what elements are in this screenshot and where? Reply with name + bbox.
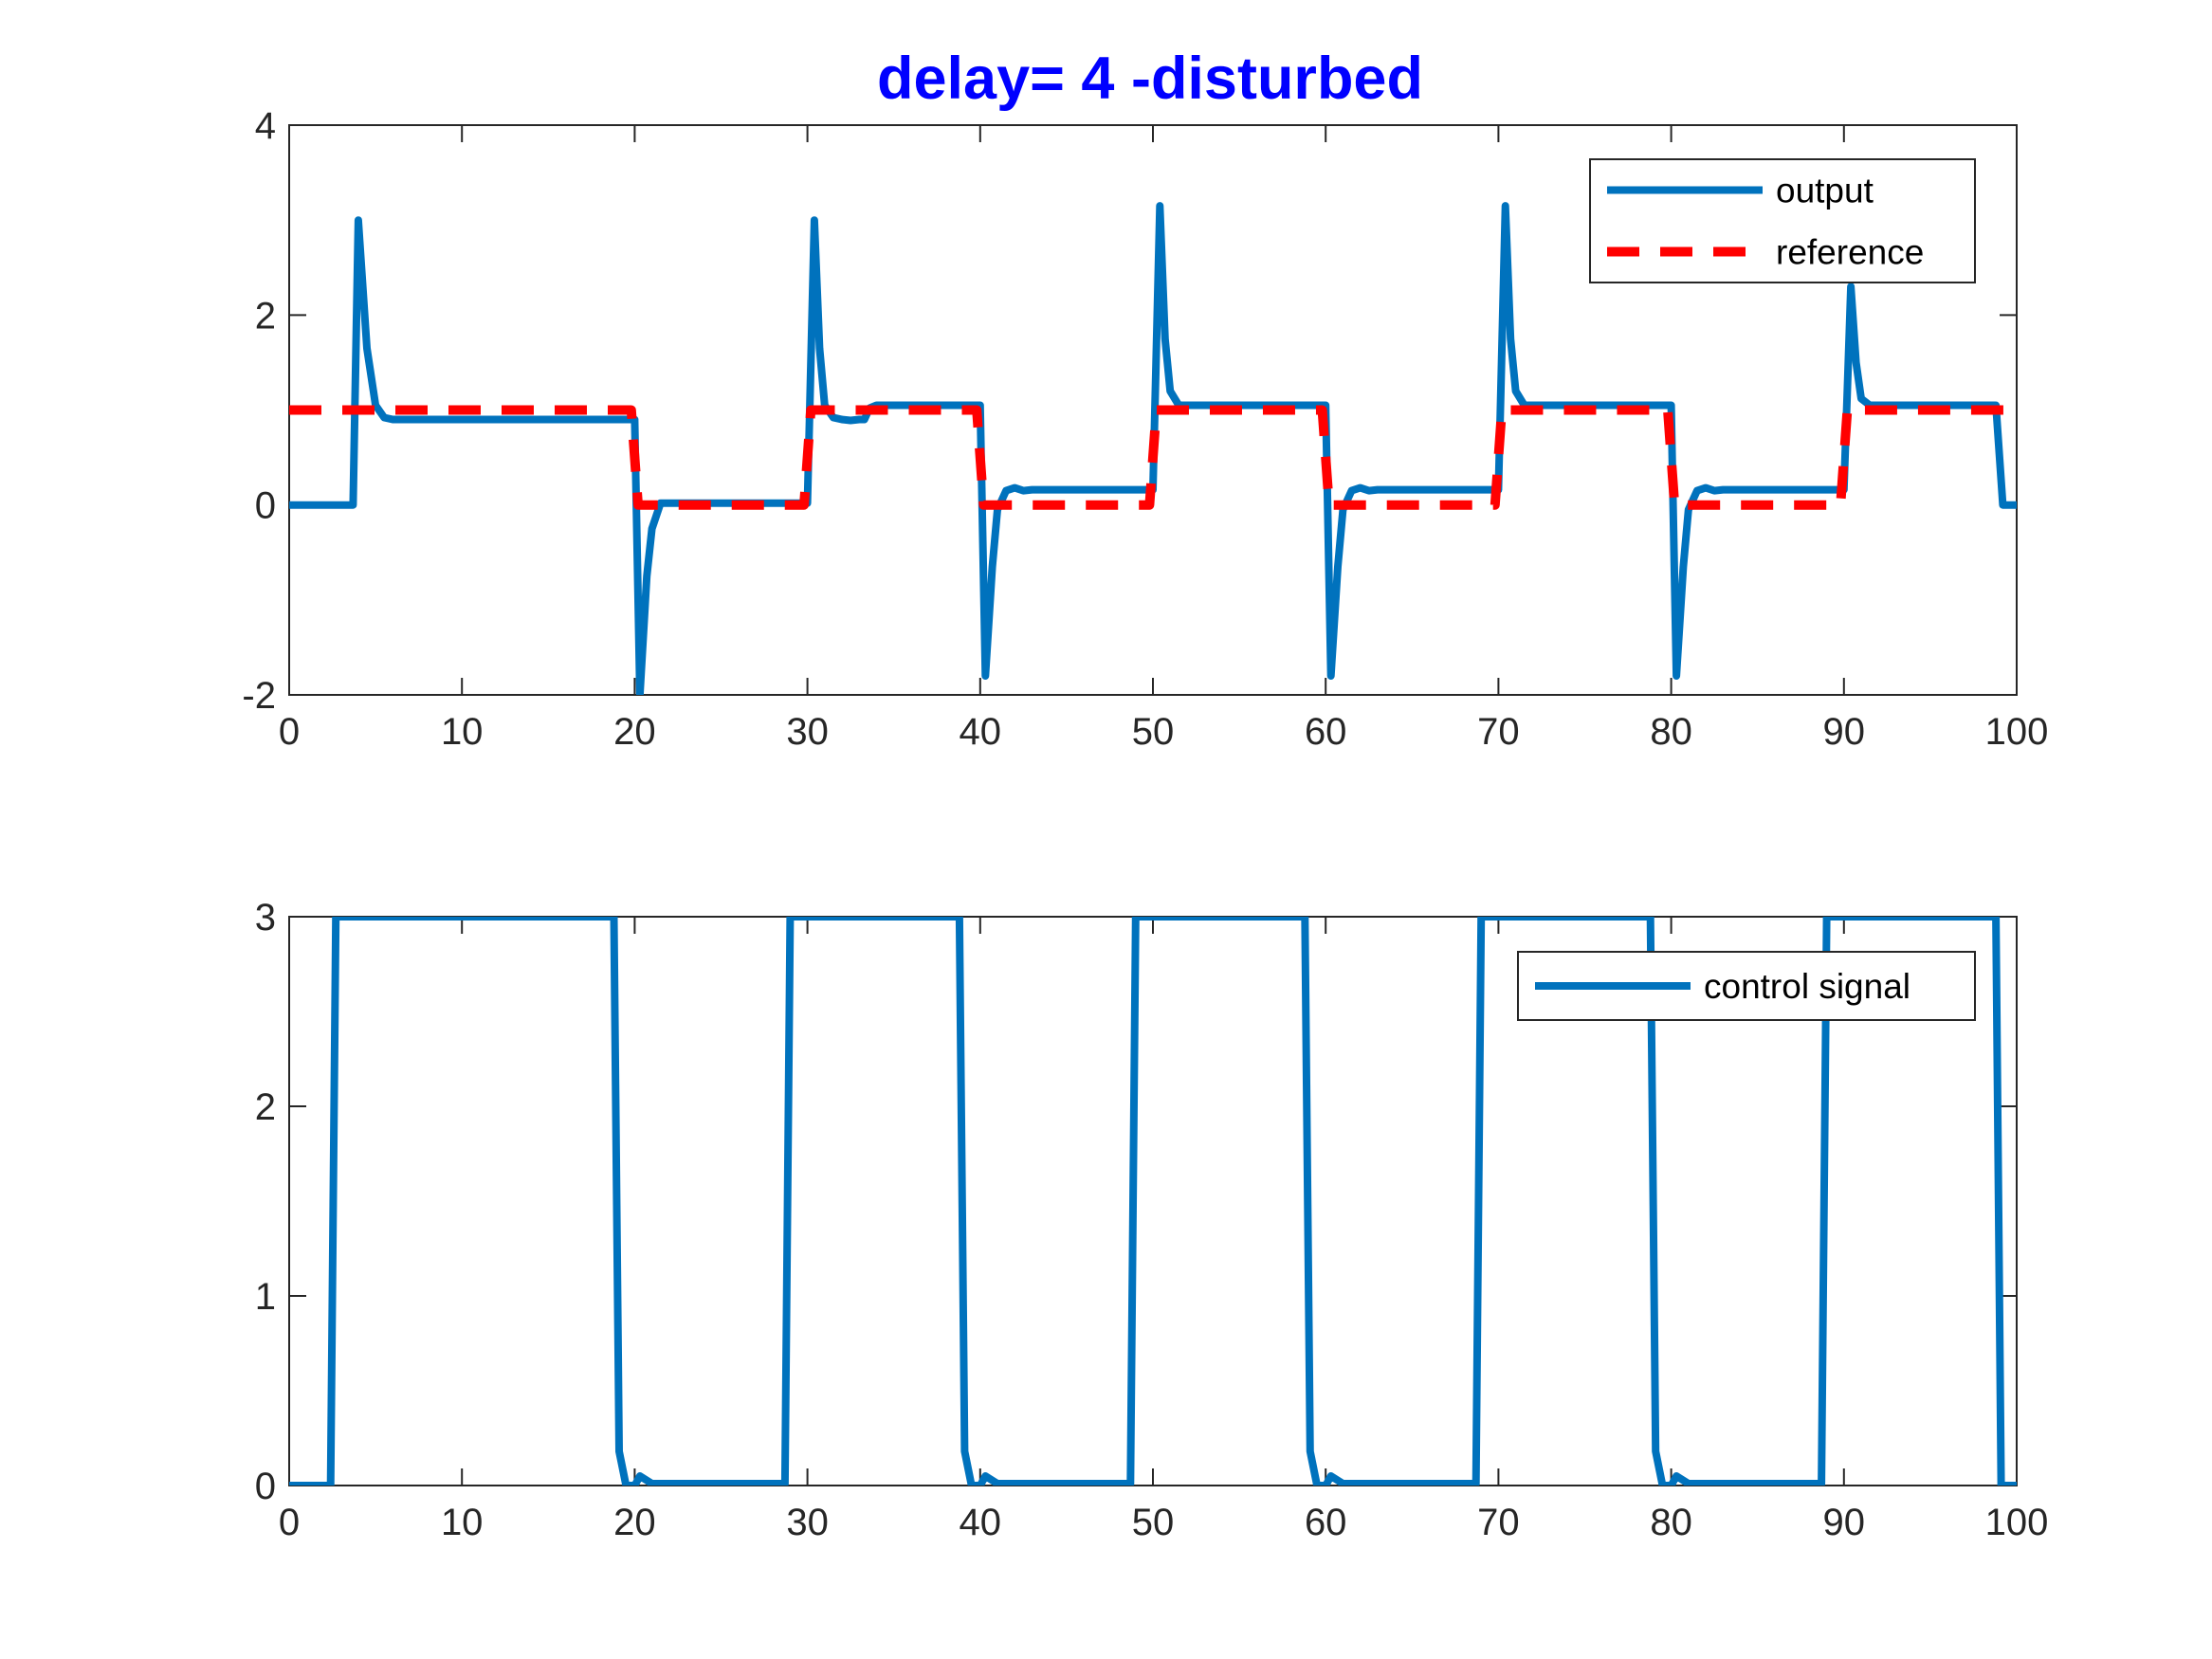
y-tick-label: -2 (242, 675, 276, 717)
x-tick-label: 0 (279, 1502, 300, 1543)
x-tick-label: 30 (786, 1502, 829, 1543)
x-tick-label: 80 (1650, 1502, 1692, 1543)
x-tick-label: 50 (1132, 1502, 1175, 1543)
x-tick-label: 10 (441, 1502, 484, 1543)
top-plot: 0 10 20 30 40 50 60 70 80 90 100-2024outputreferen… (242, 105, 2048, 753)
series-line-control-signal (289, 917, 2017, 1486)
x-tick-label: 80 (1650, 711, 1692, 753)
x-tick-label: 40 (960, 1502, 1002, 1543)
bottom-plot: 0 10 20 30 40 50 60 70 80 90 100 0 1 2 3 control signal (255, 897, 2049, 1543)
x-tick-label: 0 (279, 711, 300, 753)
x-tick-label: 60 (1305, 1502, 1347, 1543)
y-tick-label: 2 (255, 1086, 276, 1128)
x-tick-label: 50 (1132, 711, 1175, 753)
x-tick-label: 90 (1823, 1502, 1866, 1543)
y-tick-label: 0 (255, 1466, 276, 1507)
x-tick-label: 90 (1823, 711, 1866, 753)
legend-box (1589, 158, 1976, 283)
x-tick-label: 100 (1985, 1502, 2049, 1543)
x-tick-label: 70 (1477, 711, 1520, 753)
series-line-reference (289, 405, 2017, 510)
legend-label: output (1776, 172, 1874, 210)
x-tick-label: 70 (1477, 1502, 1520, 1543)
y-tick-label: 2 (255, 295, 276, 337)
x-tick-label: 60 (1305, 711, 1347, 753)
x-tick-label: 40 (960, 711, 1002, 753)
series-line-output (289, 202, 2017, 695)
x-tick-label: 20 (613, 1502, 656, 1543)
series-group (289, 917, 2017, 1486)
legend: control signal (1517, 951, 1976, 1021)
x-tick-label: 100 (1985, 711, 2049, 753)
series-group (289, 202, 2017, 695)
y-tick-label: 3 (255, 897, 276, 939)
x-tick-label: 20 (613, 711, 656, 753)
legend-label: control signal (1704, 967, 1910, 1006)
y-tick-label: 4 (255, 105, 276, 147)
legend-label: reference (1776, 233, 1924, 272)
y-tick-label: 0 (255, 485, 276, 527)
x-tick-label: 30 (786, 711, 829, 753)
chart-title: delay= 4 -disturbed (877, 46, 1423, 112)
y-tick-label: 1 (255, 1276, 276, 1318)
legend: output reference (1589, 158, 1976, 283)
x-tick-label: 10 (441, 711, 484, 753)
